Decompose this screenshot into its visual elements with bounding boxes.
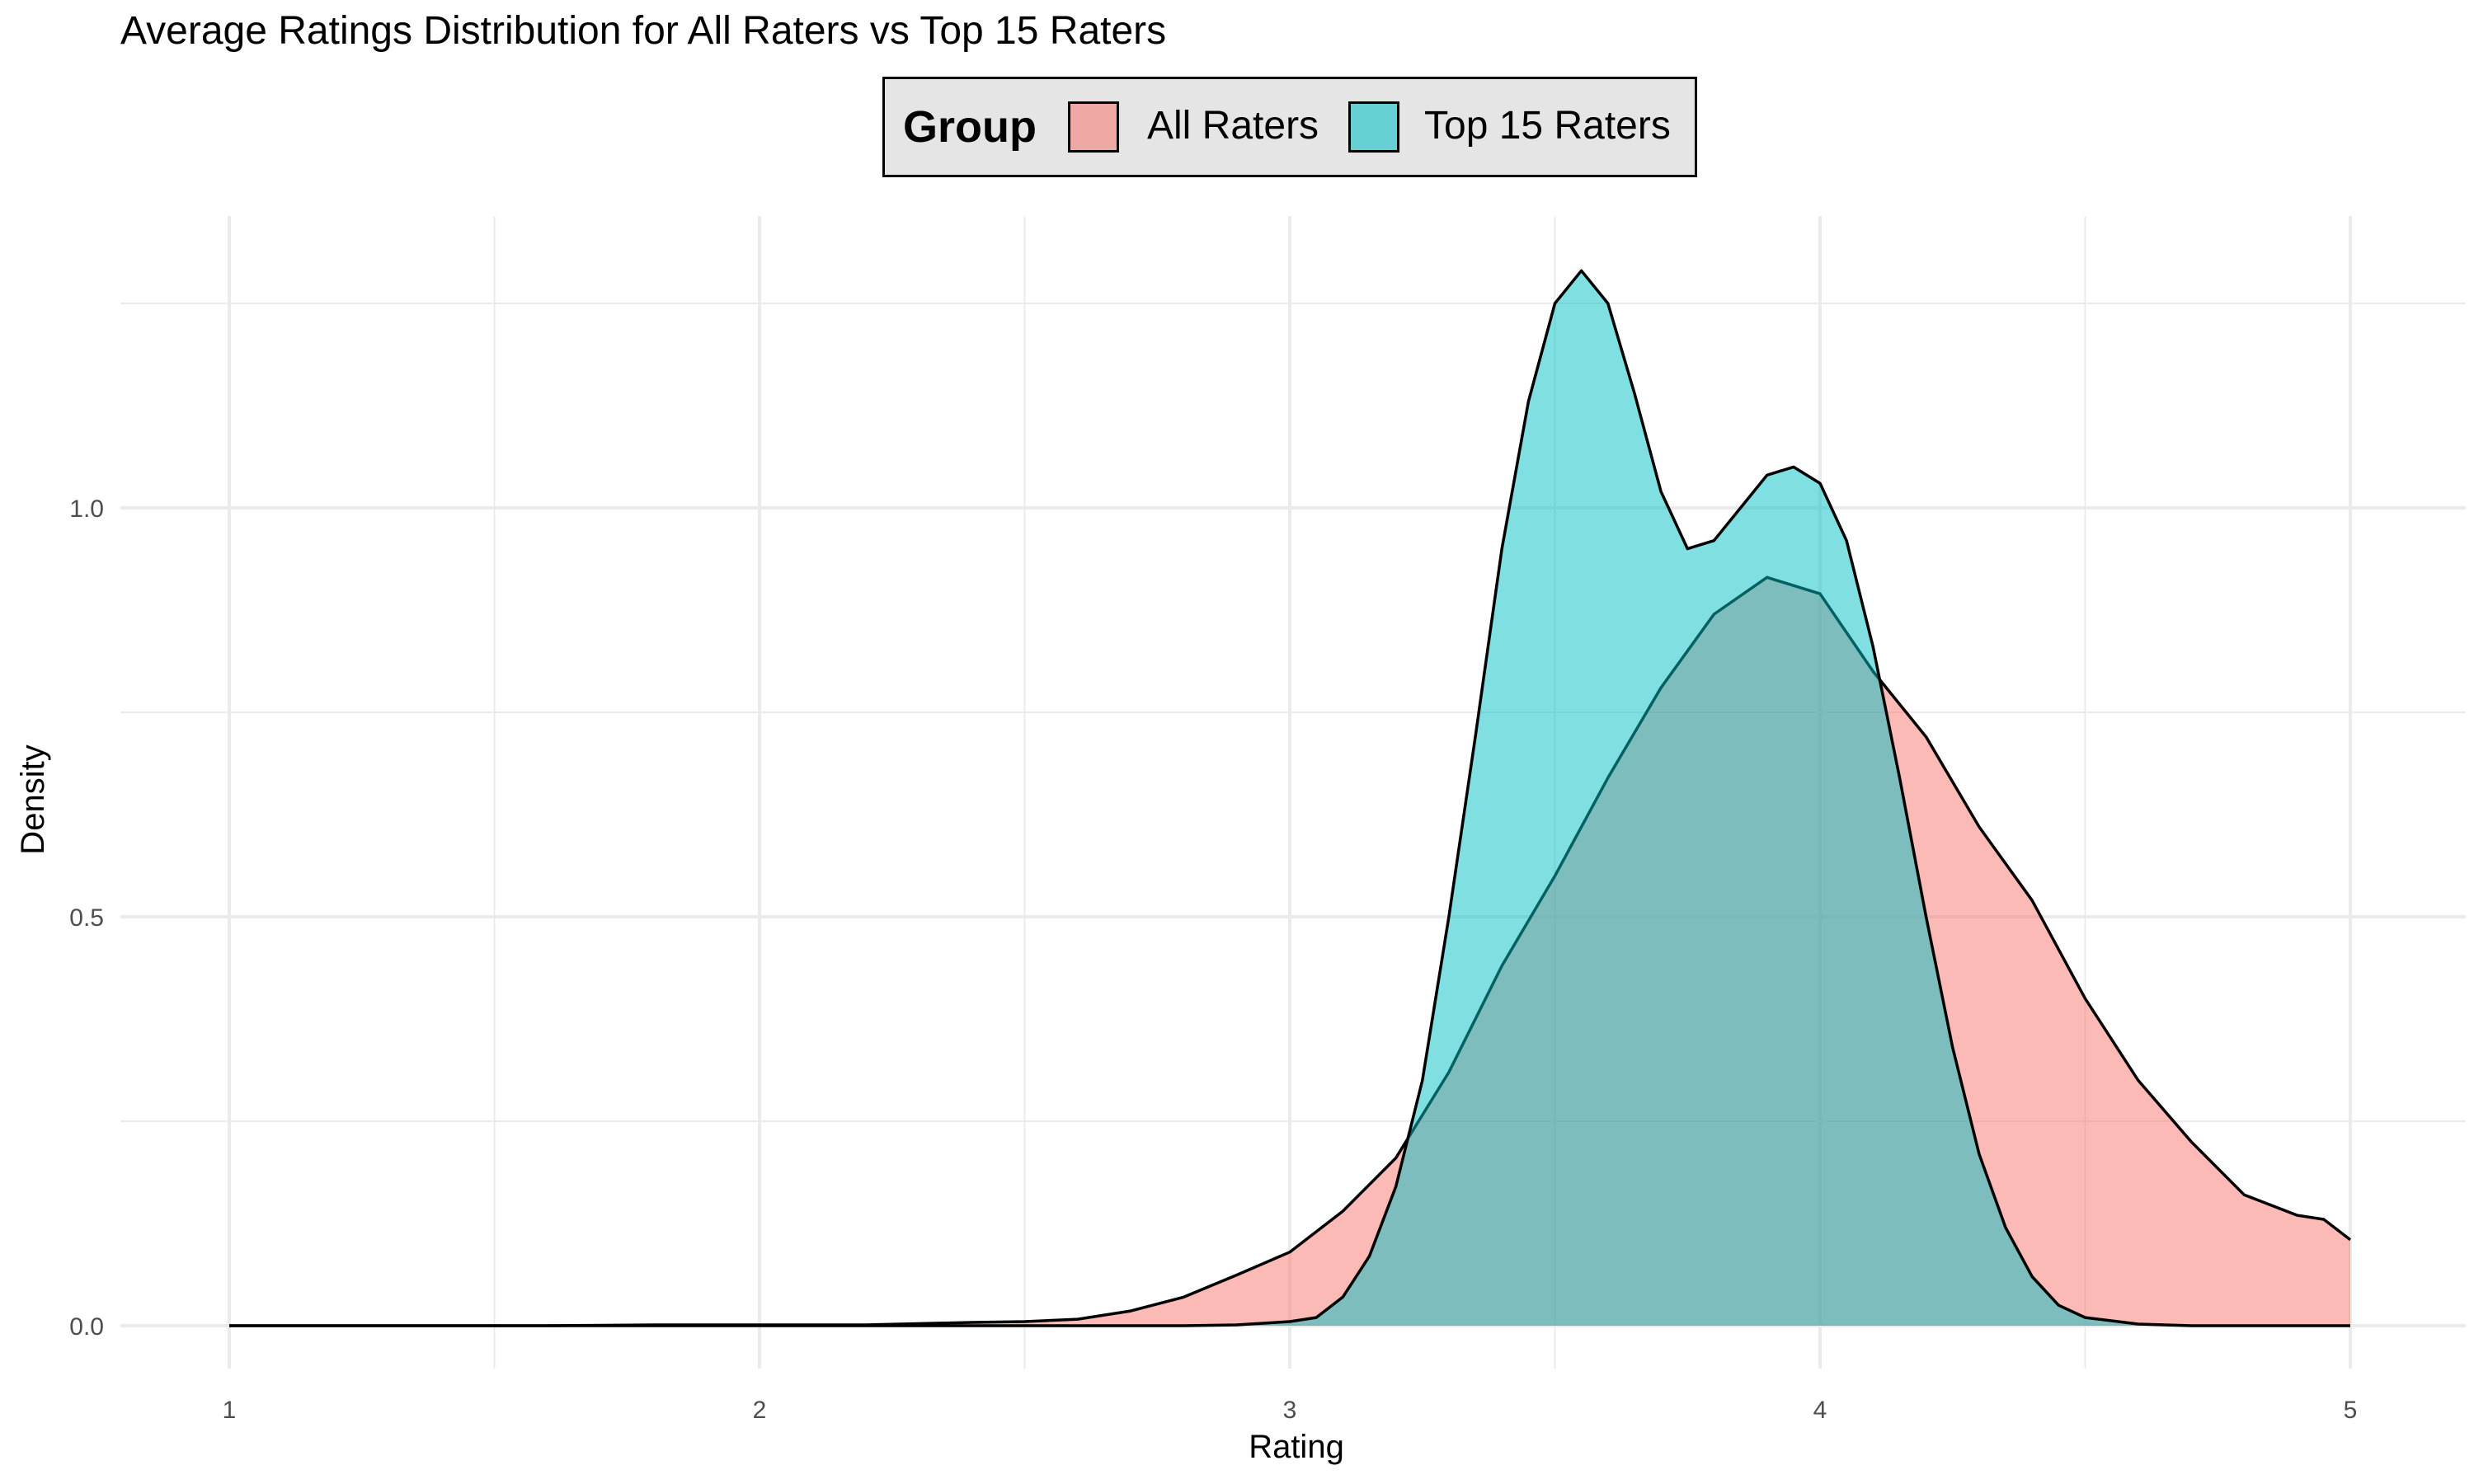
- legend-key-all-raters: [1068, 101, 1119, 153]
- density-area-top-15-raters: [229, 270, 2350, 1326]
- density-line-top-15-raters: [229, 269, 2350, 1327]
- y-axis-title: Density: [15, 744, 51, 854]
- y-tick-label: 0.5: [69, 904, 104, 932]
- x-tick-label: 3: [1283, 1397, 1297, 1424]
- legend-label-all-raters: All Raters: [1147, 104, 1319, 148]
- x-tick-label: 2: [753, 1397, 767, 1424]
- x-tick-label: 5: [2344, 1397, 2358, 1424]
- density-areas: [229, 269, 2352, 1327]
- chart-title: Average Ratings Distribution for All Rat…: [120, 9, 1167, 53]
- axis-ticks: 1 2 3 4 5 0.0 0.5 1.0: [69, 495, 2357, 1424]
- x-tick-label: 4: [1813, 1397, 1827, 1424]
- legend: Group All Raters Top 15 Raters: [882, 77, 1697, 177]
- legend-label-top-15-raters: Top 15 Raters: [1424, 104, 1671, 148]
- y-tick-label: 1.0: [69, 495, 104, 523]
- y-tick-label: 0.0: [69, 1313, 104, 1341]
- legend-key-top-15-raters: [1348, 101, 1399, 153]
- legend-title: Group: [903, 102, 1037, 152]
- x-tick-label: 1: [223, 1397, 237, 1424]
- x-axis-title: Rating: [1249, 1429, 1344, 1465]
